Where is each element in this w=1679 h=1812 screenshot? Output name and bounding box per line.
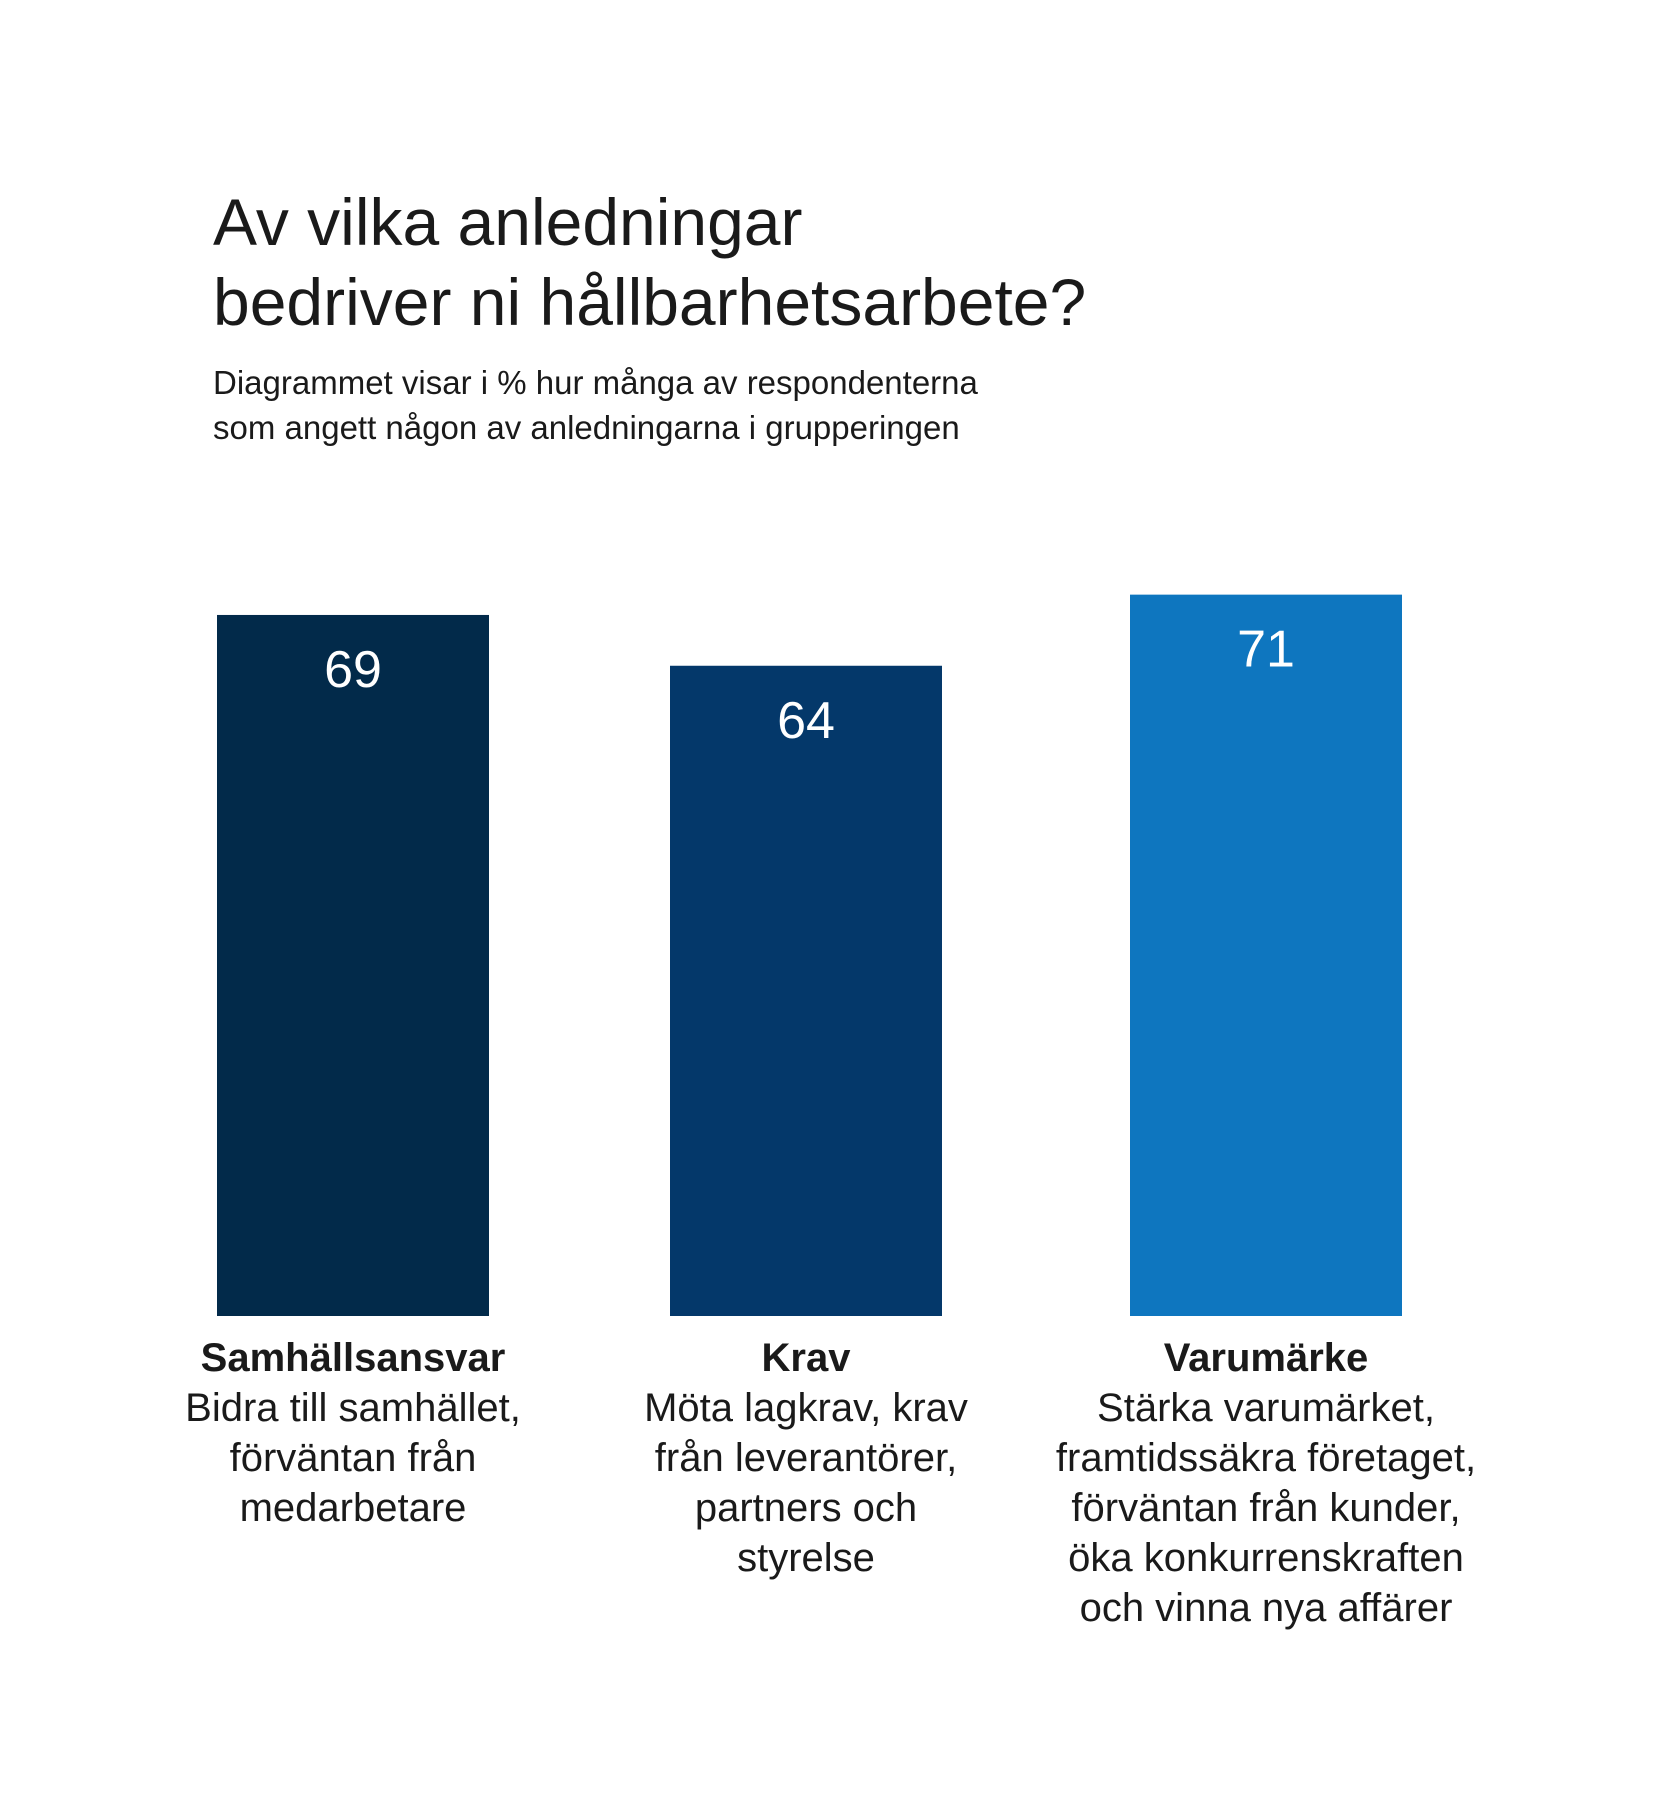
category-description-line: från leverantörer,	[654, 1436, 958, 1480]
category-description-line: och vinna nya affärer	[1079, 1586, 1453, 1630]
category-description-line: medarbetare	[239, 1486, 467, 1530]
chart-title: Av vilka anledningar bedriver ni hållbar…	[213, 182, 1513, 342]
category-name: Varumärke	[1163, 1336, 1369, 1380]
value-label-1: 69	[324, 641, 382, 699]
value-label-2: 64	[777, 692, 835, 750]
category-label-3: Varumärke Stärka varumärket, framtidssäkra…	[1026, 1333, 1506, 1633]
category-description-line: Stärka varumärket,	[1097, 1386, 1435, 1430]
category-description-line: partners och	[694, 1486, 918, 1530]
category-description-line: förväntan från	[229, 1436, 477, 1480]
category-description: Möta lagkrav, krav från leverantörer, part…	[566, 1383, 1046, 1583]
category-description: Bidra till samhället, förväntan från medar…	[113, 1383, 593, 1533]
category-label-2: Krav Möta lagkrav, krav från leverantörer,…	[566, 1333, 1046, 1583]
bar-2	[670, 665, 942, 1316]
category-name: Samhällsansvar	[200, 1336, 506, 1380]
chart-title-line: Av vilka anledningar	[213, 185, 803, 259]
category-description-line: öka konkurrenskraften	[1068, 1536, 1464, 1580]
bar-1	[217, 614, 489, 1316]
chart-subtitle: Diagrammet visar i % hur många av respon…	[213, 360, 1513, 450]
category-description-line: framtidssäkra företaget,	[1055, 1436, 1477, 1480]
category-description-line: Möta lagkrav, krav	[644, 1386, 968, 1430]
bar-3	[1130, 594, 1402, 1316]
category-name: Krav	[761, 1336, 851, 1380]
category-description-line: styrelse	[737, 1536, 875, 1580]
value-label-3: 71	[1237, 621, 1295, 679]
chart-subtitle-line: som angett någon av anledningarna i grup…	[213, 409, 960, 446]
category-description-line: förväntan från kunder,	[1071, 1486, 1461, 1530]
chart-title-line: bedriver ni hållbarhetsarbete?	[213, 265, 1087, 339]
category-description: Stärka varumärket, framtidssäkra företage…	[1026, 1383, 1506, 1633]
category-description-line: Bidra till samhället,	[185, 1386, 521, 1430]
chart-subtitle-line: Diagrammet visar i % hur många av respon…	[213, 364, 978, 401]
category-label-1: Samhällsansvar Bidra till samhället, förvä…	[113, 1333, 593, 1533]
